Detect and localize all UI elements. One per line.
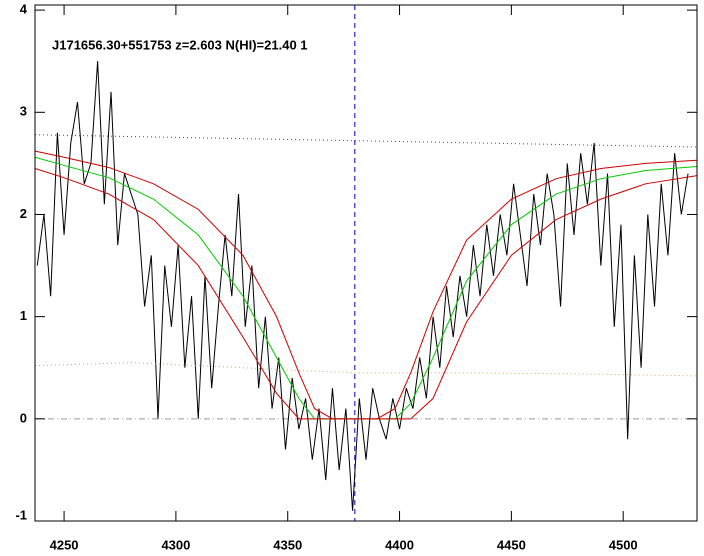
- series-line: [34, 168, 698, 420]
- x-tick-label: 4250: [50, 537, 79, 552]
- plot-frame: [34, 4, 698, 522]
- x-tick-label: 4450: [497, 537, 526, 552]
- series-line: [36, 61, 689, 511]
- series-line: [34, 362, 698, 377]
- y-tick-label: 4: [20, 2, 28, 17]
- y-tick-label: 2: [20, 206, 27, 221]
- y-tick-label: 0: [20, 410, 27, 425]
- series-line: [34, 134, 698, 148]
- x-tick-label: 4400: [385, 537, 414, 552]
- x-tick-label: 4500: [609, 537, 638, 552]
- x-tick-label: 4350: [273, 537, 302, 552]
- x-tick-label: 4300: [161, 537, 190, 552]
- y-tick-label: 3: [20, 104, 27, 119]
- chart-title: J171656.30+551753 z=2.603 N(HI)=21.40 1: [52, 37, 308, 52]
- series-line: [34, 150, 698, 420]
- series-line: [34, 156, 698, 420]
- y-tick-label: -1: [15, 507, 27, 522]
- y-tick-label: 1: [20, 308, 27, 323]
